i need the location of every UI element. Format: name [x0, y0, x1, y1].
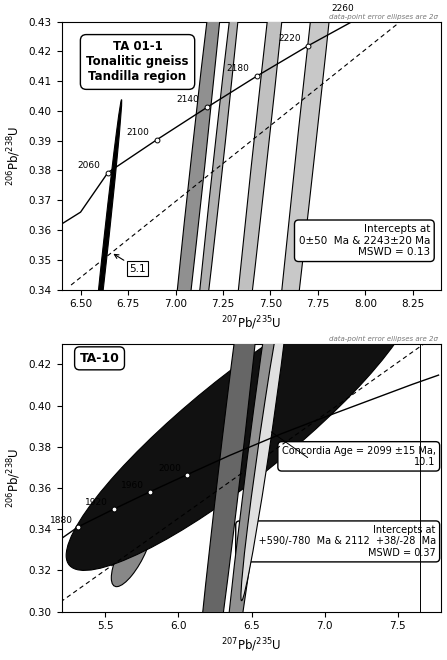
Text: data-point error ellipses are 2σ: data-point error ellipses are 2σ — [329, 337, 438, 343]
Y-axis label: $^{206}$Pb/$^{238}$U: $^{206}$Pb/$^{238}$U — [5, 125, 23, 186]
Y-axis label: $^{206}$Pb/$^{238}$U: $^{206}$Pb/$^{238}$U — [5, 447, 23, 508]
Text: Intercepts at
0±50  Ma & 2243±20 Ma
MSWD = 0.13: Intercepts at 0±50 Ma & 2243±20 Ma MSWD … — [299, 224, 430, 257]
Ellipse shape — [66, 282, 416, 570]
Text: TA-10: TA-10 — [80, 352, 119, 365]
Text: 2260: 2260 — [331, 5, 354, 13]
Text: 2000: 2000 — [158, 464, 181, 473]
Ellipse shape — [220, 187, 291, 660]
Ellipse shape — [212, 0, 314, 593]
Text: 2060: 2060 — [77, 160, 100, 170]
Text: 1880: 1880 — [50, 515, 72, 525]
Ellipse shape — [184, 94, 275, 660]
Ellipse shape — [241, 264, 291, 601]
Ellipse shape — [111, 519, 152, 587]
Text: data-point error ellipses are 2σ: data-point error ellipses are 2σ — [329, 15, 438, 20]
Text: 2220: 2220 — [278, 34, 301, 42]
Ellipse shape — [89, 100, 122, 399]
Ellipse shape — [152, 0, 237, 584]
Ellipse shape — [183, 0, 252, 484]
Text: Concordia Age = 2099 ±15 Ma,
10.1: Concordia Age = 2099 ±15 Ma, 10.1 — [282, 446, 436, 467]
Text: 1960: 1960 — [121, 481, 144, 490]
Text: 1920: 1920 — [85, 498, 108, 507]
Text: TA 01-1
Tonalitic gneiss
Tandilla region: TA 01-1 Tonalitic gneiss Tandilla region — [86, 40, 189, 83]
Text: Intercepts at
85  +590/-780  Ma & 2112  +38/-28  Ma
MSWD = 0.37: Intercepts at 85 +590/-780 Ma & 2112 +38… — [240, 525, 436, 558]
X-axis label: $^{207}$Pb/$^{235}$U: $^{207}$Pb/$^{235}$U — [221, 637, 282, 655]
Ellipse shape — [253, 0, 371, 630]
Text: 5.1: 5.1 — [114, 254, 146, 274]
Text: 2140: 2140 — [177, 96, 199, 104]
Text: 2180: 2180 — [227, 64, 249, 73]
X-axis label: $^{207}$Pb/$^{235}$U: $^{207}$Pb/$^{235}$U — [221, 315, 282, 333]
Text: 2100: 2100 — [127, 127, 149, 137]
